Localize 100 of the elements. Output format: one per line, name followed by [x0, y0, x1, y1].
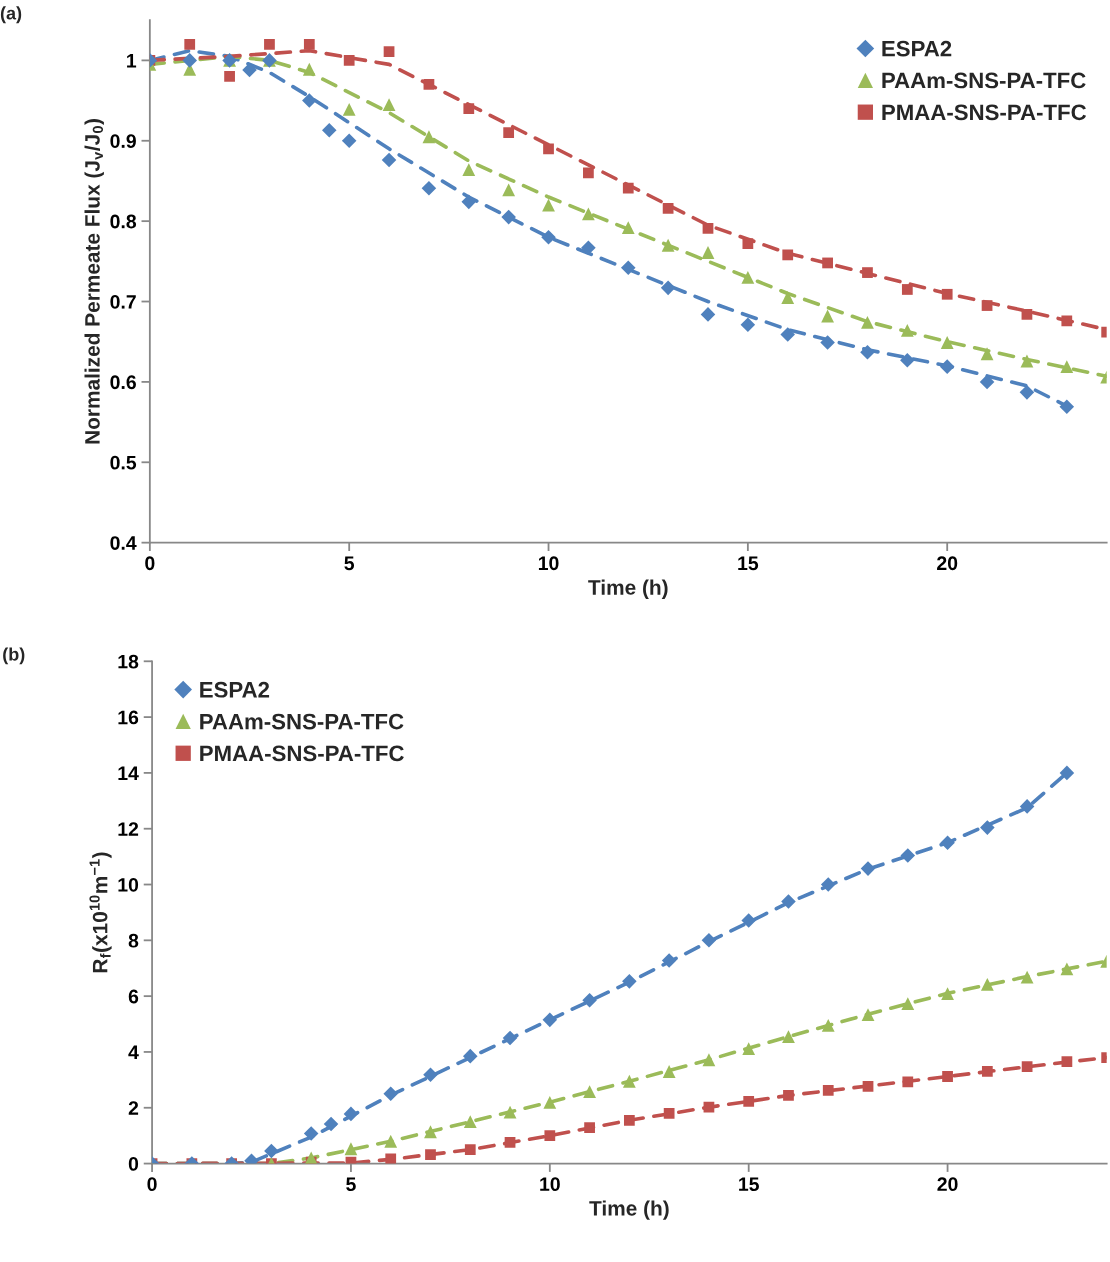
- point: [860, 861, 876, 876]
- point: [1060, 962, 1074, 976]
- y-tick-label: 16: [118, 710, 139, 725]
- legend-label: PMAA-SNS-PA-TFC: [882, 104, 1087, 121]
- y-tick-label: 2: [128, 1101, 139, 1115]
- point: [381, 152, 397, 168]
- point: [980, 978, 994, 991]
- point: [941, 987, 954, 1001]
- y-axis-title: R$_{f}$(x10$^{10}$m$^{−1}$): [89, 852, 112, 973]
- point: [700, 307, 716, 322]
- point: [385, 1153, 397, 1164]
- point: [421, 180, 437, 196]
- point: [384, 1134, 398, 1148]
- x-tick-label: 10: [538, 556, 559, 571]
- y-tick-label: 0.6: [110, 375, 136, 390]
- point: [264, 38, 275, 50]
- point: [781, 291, 795, 304]
- point: [940, 835, 955, 850]
- point: [942, 1071, 953, 1082]
- x-tick-label: 10: [540, 1177, 560, 1192]
- point: [462, 1048, 478, 1064]
- point: [742, 1042, 756, 1055]
- point: [981, 1066, 993, 1077]
- point: [782, 249, 794, 261]
- point: [1021, 1061, 1033, 1073]
- point: [660, 280, 676, 296]
- point: [582, 993, 597, 1008]
- x-tick-label: 0: [147, 1177, 157, 1192]
- point: [861, 316, 874, 329]
- point: [1019, 385, 1035, 400]
- point: [1061, 315, 1073, 327]
- point: [503, 127, 515, 139]
- y-tick-label: 0.8: [110, 214, 137, 229]
- point: [1059, 765, 1075, 781]
- point: [184, 38, 196, 50]
- point: [622, 182, 634, 194]
- point: [901, 997, 915, 1011]
- point: [1059, 399, 1075, 415]
- y-tick-label: 0.9: [110, 134, 136, 148]
- point: [782, 1030, 795, 1043]
- y-axis-title: Normalized Permeate Flux (J$_{v}$/J$_{0}$): [84, 119, 104, 444]
- point: [503, 1105, 517, 1119]
- point: [622, 974, 637, 989]
- point: [422, 130, 436, 144]
- point: [581, 240, 596, 255]
- point: [821, 1019, 835, 1032]
- point: [661, 238, 675, 252]
- point: [583, 167, 594, 179]
- point: [423, 1067, 438, 1083]
- point: [542, 1012, 558, 1028]
- point: [822, 257, 833, 269]
- point: [821, 309, 834, 323]
- point: [463, 103, 475, 114]
- legend-label: ESPA2: [882, 40, 952, 57]
- point: [343, 55, 355, 66]
- y-tick-label: 1: [127, 54, 137, 68]
- point: [940, 336, 954, 349]
- y-tick-label: 12: [118, 822, 139, 836]
- x-tick-label: 20: [937, 556, 958, 571]
- point: [900, 848, 916, 863]
- point: [622, 1074, 636, 1088]
- point: [702, 1053, 716, 1067]
- y-tick-label: 0.5: [110, 455, 137, 470]
- point: [702, 223, 714, 234]
- point: [820, 335, 835, 350]
- point: [662, 1065, 676, 1078]
- text: (a): [0, 6, 22, 24]
- point: [663, 1107, 675, 1119]
- y-tick-label: 4: [128, 1045, 139, 1059]
- point: [1020, 970, 1034, 984]
- x-tick-label: 5: [346, 1177, 356, 1192]
- point: [741, 271, 755, 284]
- point: [740, 317, 756, 333]
- point: [382, 98, 396, 111]
- point: [423, 79, 435, 90]
- point: [900, 324, 914, 337]
- point: [620, 260, 636, 276]
- point: [701, 246, 715, 259]
- point: [860, 344, 875, 360]
- point: [323, 1116, 339, 1132]
- y-tick-label: 0.7: [110, 294, 136, 309]
- point: [224, 71, 235, 82]
- point: [862, 1080, 874, 1092]
- point: [980, 347, 994, 361]
- point: [182, 53, 197, 68]
- point: [462, 163, 476, 177]
- text: (b): [3, 647, 25, 665]
- point: [1061, 1056, 1073, 1068]
- point: [783, 1090, 794, 1101]
- point: [900, 352, 915, 368]
- point: [302, 93, 317, 108]
- point: [502, 183, 516, 197]
- x-axis-title: Time (h): [588, 579, 668, 599]
- point: [583, 1085, 596, 1098]
- point: [502, 1030, 518, 1046]
- point: [543, 1096, 557, 1109]
- point: [581, 207, 595, 221]
- point: [981, 300, 993, 311]
- x-tick-label: 0: [145, 556, 155, 571]
- x-tick-label: 5: [344, 556, 355, 571]
